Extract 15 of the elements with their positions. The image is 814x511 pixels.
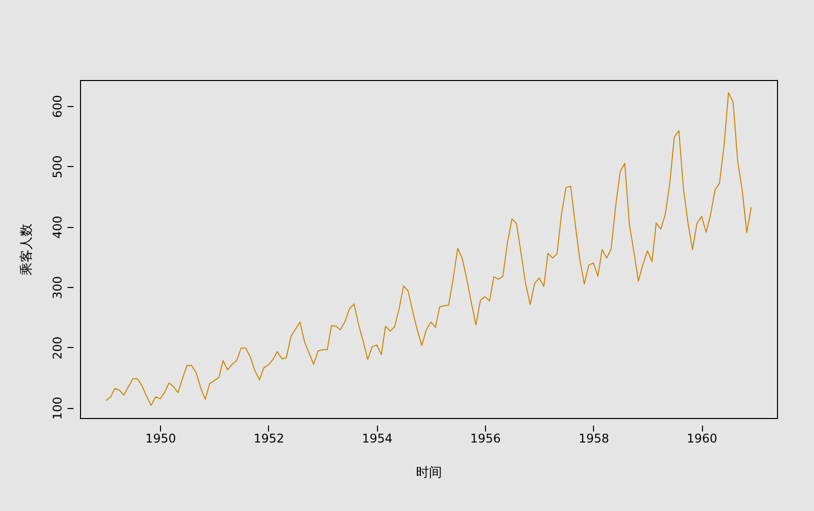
y-tick-label: 500 <box>50 155 64 178</box>
x-tick-label: 1952 <box>254 432 284 446</box>
x-tick-label: 1958 <box>578 432 610 446</box>
y-tick-label: 400 <box>50 216 64 239</box>
y-axis-title: 乘客人数 <box>18 224 34 276</box>
x-tick-label: 1956 <box>470 432 501 446</box>
y-tick-label: 200 <box>50 336 64 360</box>
x-tick-label: 1950 <box>145 432 176 446</box>
x-axis-title: 时间 <box>416 466 442 480</box>
x-tick-label: 1960 <box>686 432 718 446</box>
x-tick-label: 1954 <box>362 432 393 446</box>
y-tick-label: 100 <box>50 396 64 420</box>
y-tick-label: 600 <box>50 95 64 118</box>
line-series <box>106 92 752 406</box>
y-tick-label: 300 <box>50 276 64 299</box>
